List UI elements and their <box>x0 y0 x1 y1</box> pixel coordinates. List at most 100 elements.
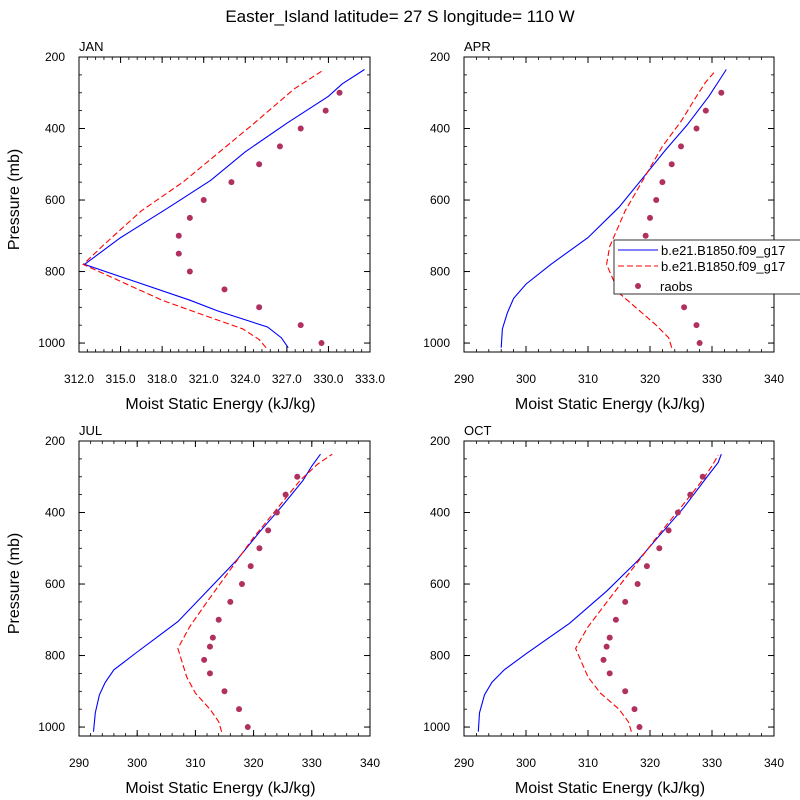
plot-frame <box>463 56 775 353</box>
raobs-point <box>238 581 245 588</box>
raobs-point <box>631 706 638 713</box>
raobs-point <box>221 286 228 293</box>
y-axis-label: Pressure (mb) <box>6 533 23 634</box>
plot-frame <box>78 440 371 737</box>
y-tick-label: 800 <box>45 649 65 663</box>
y-tick-label: 800 <box>45 265 65 279</box>
panel-title: JAN <box>79 39 104 54</box>
raobs-point <box>634 581 641 588</box>
x-axis-label: Moist Static Energy (kJ/kg) <box>515 396 705 413</box>
series-group <box>82 69 365 349</box>
y-tick-label: 1000 <box>38 720 65 734</box>
raobs-point <box>186 214 193 221</box>
raobs-point <box>318 340 325 347</box>
raobs-point <box>693 125 700 132</box>
raobs-point <box>643 563 650 570</box>
y-tick-label: 800 <box>430 649 450 663</box>
x-tick-label: 340 <box>360 756 380 770</box>
raobs-point <box>642 232 649 239</box>
raobs-point <box>175 232 182 239</box>
raobs-point <box>273 509 280 516</box>
plot-frame <box>78 56 371 353</box>
raobs-point <box>687 491 694 498</box>
x-axis-label: Moist Static Energy (kJ/kg) <box>125 780 315 797</box>
raobs-point <box>600 656 607 663</box>
x-tick-label: 330 <box>302 756 322 770</box>
y-tick-label: 600 <box>45 577 65 591</box>
raobs-point <box>256 161 263 168</box>
raobs-point <box>247 563 254 570</box>
raobs-point <box>653 197 660 204</box>
raobs-point <box>206 670 213 677</box>
raobs-point <box>215 616 222 623</box>
figure-title: Easter_Island latitude= 27 S longitude= … <box>225 7 574 26</box>
y-tick-label: 400 <box>45 506 65 520</box>
y-tick-label: 600 <box>45 193 65 207</box>
y-tick-label: 200 <box>45 50 65 64</box>
y-tick-label: 200 <box>45 434 65 448</box>
x-axis-label: Moist Static Energy (kJ/kg) <box>125 396 315 413</box>
x-tick-label: 310 <box>578 756 598 770</box>
model-b-line <box>82 70 322 349</box>
raobs-point <box>297 125 304 132</box>
x-tick-label: 330.0 <box>313 372 343 386</box>
y-tick-label: 1000 <box>423 720 450 734</box>
raobs-point <box>622 688 629 695</box>
x-tick-label: 312.0 <box>64 372 94 386</box>
raobs-point <box>265 527 272 534</box>
raobs-point <box>282 491 289 498</box>
x-tick-label: 340 <box>764 756 784 770</box>
legend-box <box>613 239 800 295</box>
raobs-point <box>681 304 688 311</box>
raobs-point <box>612 616 619 623</box>
raobs-point <box>206 643 213 650</box>
raobs-point <box>294 473 301 480</box>
x-tick-label: 333.0 <box>355 372 385 386</box>
raobs-point <box>322 107 329 114</box>
series-group <box>92 453 333 732</box>
raobs-point <box>636 724 643 731</box>
raobs-point <box>256 304 263 311</box>
y-axis-label: Pressure (mb) <box>6 149 23 250</box>
y-tick-label: 600 <box>430 577 450 591</box>
legend-marker-raobs <box>635 283 641 289</box>
panel-title: APR <box>464 39 491 54</box>
panel-jul: JUL 290 300 310 320 330 340 200 400 600 800 1000 Moi… <box>6 423 380 797</box>
y-tick-label: 200 <box>430 434 450 448</box>
panel-title: OCT <box>464 423 492 438</box>
raobs-point <box>668 161 675 168</box>
model-b-line <box>606 70 716 348</box>
x-tick-label: 300 <box>127 756 147 770</box>
y-tick-label: 600 <box>430 193 450 207</box>
x-tick-label: 290 <box>69 756 89 770</box>
x-tick-label: 340 <box>764 372 784 386</box>
x-tick-label: 320 <box>640 372 660 386</box>
y-tick-label: 400 <box>430 122 450 136</box>
raobs-point <box>256 545 263 552</box>
panel-jan: JAN 312.0 315.0 318.0 321.0 324.0 327.0 330.0 33… <box>6 39 385 413</box>
model-a-line <box>83 69 365 349</box>
raobs-point <box>200 197 207 204</box>
x-tick-label: 318.0 <box>147 372 177 386</box>
series-group <box>477 454 722 732</box>
legend: b.e21.B1850.f09_g17b.e21.B1850.f09_g17ra… <box>613 239 800 295</box>
y-tick-label: 1000 <box>423 336 450 350</box>
y-tick-label: 800 <box>430 265 450 279</box>
raobs-point <box>678 143 684 150</box>
raobs-point <box>659 179 666 186</box>
raobs-point <box>656 545 663 552</box>
raobs-point <box>221 688 228 695</box>
y-tick-label: 400 <box>430 506 450 520</box>
x-tick-label: 327.0 <box>272 372 302 386</box>
raobs-point <box>718 89 725 96</box>
y-tick-label: 400 <box>45 122 65 136</box>
x-tick-label: 330 <box>702 756 722 770</box>
raobs-point <box>693 322 700 329</box>
raobs-point <box>665 527 672 534</box>
raobs-point <box>227 598 234 605</box>
x-tick-label: 300 <box>516 372 536 386</box>
x-tick-label: 315.0 <box>106 372 136 386</box>
y-tick-label: 200 <box>430 50 450 64</box>
panel-title: JUL <box>79 423 102 438</box>
model-b-line <box>177 453 333 732</box>
